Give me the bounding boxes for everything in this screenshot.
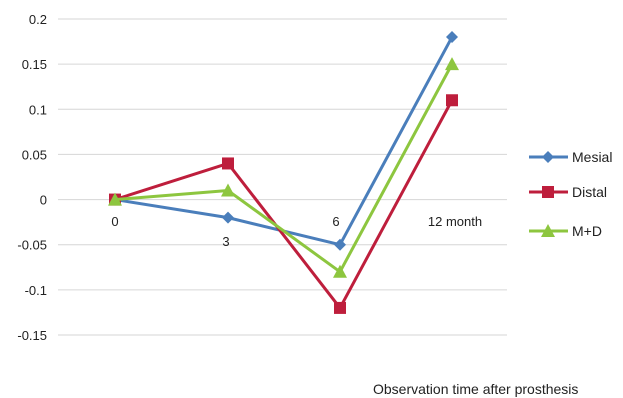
data-point-distal bbox=[446, 94, 458, 107]
legend-label: Distal bbox=[572, 184, 607, 200]
data-point-m-d bbox=[445, 57, 459, 71]
y-tick-label: 0.1 bbox=[29, 102, 47, 117]
data-point-m-d bbox=[333, 264, 347, 278]
series-distal bbox=[109, 94, 458, 314]
y-tick-label: -0.15 bbox=[17, 328, 47, 343]
x-tick-label: 3 bbox=[222, 234, 229, 249]
gridlines bbox=[58, 18, 507, 336]
legend-label: M+D bbox=[572, 223, 602, 239]
data-point-distal bbox=[222, 157, 234, 170]
y-tick-label: 0.05 bbox=[22, 147, 47, 162]
legend-item-distal: Distal bbox=[529, 184, 607, 200]
y-tick-label: -0.05 bbox=[17, 238, 47, 253]
y-tick-label: 0.2 bbox=[29, 12, 47, 27]
legend-marker bbox=[542, 151, 554, 163]
x-tick-label: 0 bbox=[111, 214, 118, 229]
x-axis-title: Observation time after prosthesis bbox=[373, 381, 578, 397]
x-tick-label: 12 month bbox=[428, 214, 482, 229]
legend-item-m-d: M+D bbox=[529, 223, 602, 239]
data-point-mesial bbox=[446, 31, 458, 44]
x-axis-ticks: 0 3 6 12 month bbox=[111, 214, 482, 249]
y-tick-label: -0.1 bbox=[25, 283, 47, 298]
legend: Mesial Distal M+D bbox=[529, 149, 612, 239]
series-m-d bbox=[108, 57, 459, 278]
series-layer bbox=[108, 31, 459, 314]
x-tick-label: 6 bbox=[332, 214, 339, 229]
y-tick-label: 0 bbox=[40, 193, 47, 208]
data-point-m-d bbox=[108, 192, 122, 206]
legend-item-mesial: Mesial bbox=[529, 149, 612, 165]
legend-label: Mesial bbox=[572, 149, 612, 165]
data-point-mesial bbox=[222, 211, 234, 224]
series-line-m-d bbox=[114, 63, 454, 274]
y-tick-label: 0.15 bbox=[22, 57, 47, 72]
y-axis-ticks: 0.2 0.15 0.1 0.05 0 -0.05 -0.1 -0.15 bbox=[17, 12, 47, 343]
legend-marker bbox=[541, 224, 555, 237]
series-line-mesial bbox=[114, 36, 454, 247]
legend-marker bbox=[542, 186, 554, 198]
data-point-mesial bbox=[334, 238, 346, 251]
series-line-distal bbox=[114, 99, 454, 310]
data-point-m-d bbox=[221, 183, 235, 197]
data-point-distal bbox=[334, 301, 346, 314]
